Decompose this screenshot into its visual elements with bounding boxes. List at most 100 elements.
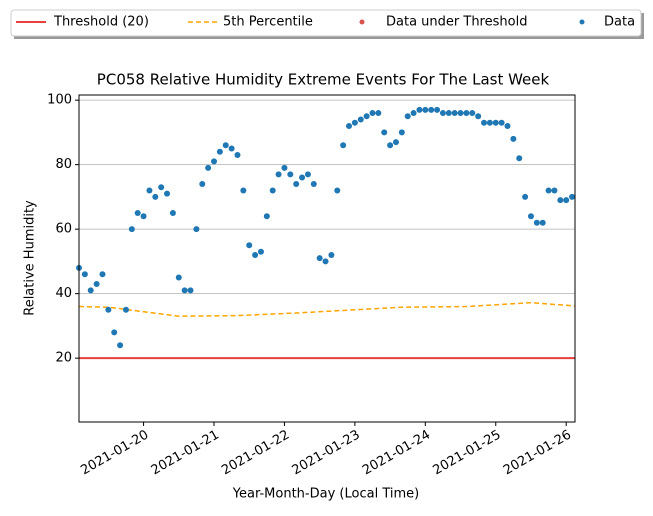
- data-point: [128, 226, 135, 233]
- data-point: [105, 306, 112, 313]
- data-point: [252, 251, 259, 258]
- data-point: [134, 210, 141, 217]
- data-point: [375, 110, 382, 117]
- data-point: [504, 122, 511, 129]
- data-point: [257, 248, 264, 255]
- data-point: [539, 219, 546, 226]
- x-axis-label: Year-Month-Day (Local Time): [232, 487, 419, 502]
- data-point: [428, 106, 435, 113]
- data-point: [205, 164, 212, 171]
- data-point: [351, 119, 358, 126]
- x-tick-label: 2021-01-21: [149, 428, 222, 479]
- x-tick-label: 2021-01-22: [219, 428, 292, 479]
- x-tick-label: 2021-01-26: [501, 428, 574, 479]
- data-point: [152, 193, 159, 200]
- data-point: [111, 329, 118, 336]
- x-tick-label: 2021-01-24: [360, 428, 433, 479]
- data-point: [569, 193, 576, 200]
- data-point: [357, 116, 364, 123]
- y-tick-label: 100: [47, 93, 72, 108]
- data-point: [222, 142, 229, 149]
- legend-label: Threshold (20): [53, 15, 149, 30]
- legend-label: 5th Percentile: [223, 15, 313, 30]
- data-point: [304, 171, 311, 178]
- legend: Threshold (20) 5th Percentile Data under T…: [16, 15, 635, 30]
- plot-area: [76, 106, 576, 360]
- data-point: [486, 119, 493, 126]
- data-point: [328, 251, 335, 258]
- data-point: [404, 113, 411, 120]
- data-point: [263, 213, 270, 220]
- data-point: [299, 174, 306, 181]
- data-point: [164, 190, 171, 197]
- data-point: [551, 187, 558, 194]
- data-point: [451, 110, 458, 117]
- grid: [79, 99, 575, 359]
- data-point: [510, 135, 517, 142]
- data-point: [216, 148, 223, 155]
- data-point: [175, 274, 182, 281]
- data-point: [81, 271, 88, 278]
- x-tick-label: 2021-01-23: [290, 428, 363, 479]
- data-point: [492, 119, 499, 126]
- data-point: [545, 187, 552, 194]
- legend-label: Data under Threshold: [386, 15, 527, 30]
- data-point: [228, 145, 235, 152]
- data-point: [122, 306, 129, 313]
- data-point: [363, 113, 370, 120]
- data-point: [99, 271, 106, 278]
- data-point: [416, 106, 423, 113]
- data-point: [527, 213, 534, 220]
- y-tick-label: 60: [55, 222, 72, 237]
- data-point: [498, 119, 505, 126]
- data-point: [557, 197, 564, 204]
- data-point: [533, 219, 540, 226]
- data-point: [516, 155, 523, 162]
- data-point: [340, 142, 347, 149]
- data-point: [346, 122, 353, 129]
- axes-frame: [78, 94, 576, 423]
- data-point: [439, 110, 446, 117]
- data-point: [281, 164, 288, 171]
- data-point: [410, 110, 417, 117]
- legend-box: [10, 9, 642, 37]
- legend-label: Data: [604, 15, 635, 30]
- data-point: [463, 110, 470, 117]
- data-point: [563, 197, 570, 204]
- data-point: [293, 181, 300, 188]
- chart-title: PC058 Relative Humidity Extreme Events F…: [97, 71, 550, 89]
- y-tick-label: 20: [55, 351, 72, 366]
- data-point: [457, 110, 464, 117]
- data-point: [369, 110, 376, 117]
- data-point: [475, 113, 482, 120]
- data-point: [275, 171, 282, 178]
- data-point: [269, 187, 276, 194]
- data-point: [87, 287, 94, 294]
- legend-swatch: [359, 19, 365, 25]
- data-point: [434, 106, 441, 113]
- y-axis-label: Relative Humidity: [23, 200, 38, 316]
- data-point: [169, 210, 176, 217]
- data-point: [392, 139, 399, 146]
- data-point: [316, 255, 323, 262]
- data-point: [240, 187, 247, 194]
- data-point: [287, 171, 294, 178]
- data-point: [193, 226, 200, 233]
- data-point: [140, 213, 147, 220]
- percentile-line: [78, 301, 576, 317]
- legend-swatch: [579, 19, 585, 25]
- data-point: [322, 258, 329, 265]
- data-point: [246, 242, 253, 249]
- data-point: [381, 129, 388, 136]
- data-point: [387, 142, 394, 149]
- data-point: [234, 151, 241, 158]
- data-point: [146, 187, 153, 194]
- data-point: [211, 158, 218, 165]
- data-point: [334, 187, 341, 194]
- data-point: [522, 193, 529, 200]
- data-point: [117, 342, 124, 349]
- data-point: [187, 287, 194, 294]
- data-point: [310, 181, 317, 188]
- data-point: [445, 110, 452, 117]
